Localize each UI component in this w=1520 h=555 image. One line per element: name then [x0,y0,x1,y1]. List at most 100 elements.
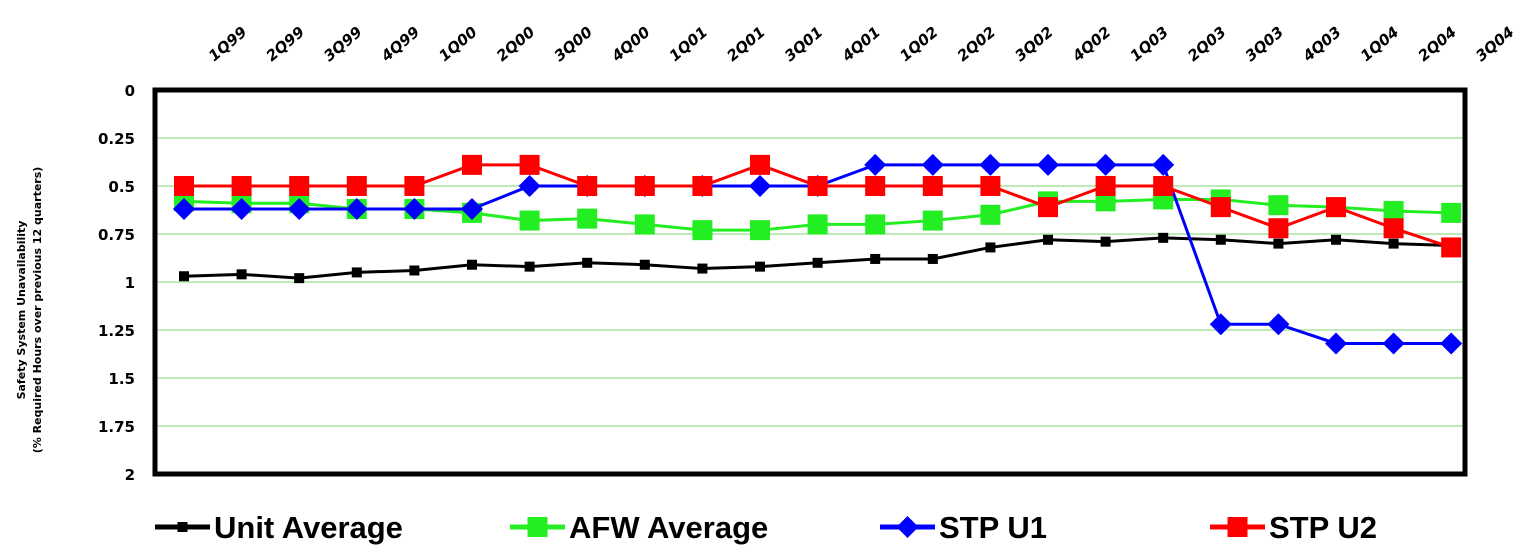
x-tick-label: 4Q02 [1068,23,1114,66]
x-tick-label: 3Q02 [1011,23,1056,65]
data-point [1268,195,1289,216]
data-point [179,271,189,282]
data-point [1210,197,1231,218]
data-point [582,257,593,268]
data-point [807,176,828,196]
data-point [1383,200,1404,221]
x-tick-label: 3Q00 [551,23,596,65]
series-unit-average [179,232,1457,284]
data-point [697,263,708,274]
data-point [345,198,368,221]
y-tick-label: 1 [125,274,135,292]
legend-item: Unit Average [155,510,403,545]
data-point [1273,238,1284,249]
x-tick-label: 1Q01 [666,23,711,65]
y-tick-label: 0.5 [108,178,135,196]
data-point [1153,176,1174,196]
legend-item: STP U1 [880,510,1047,545]
data-point [1094,153,1117,176]
data-point [749,175,771,197]
data-point [634,176,655,196]
x-tick-label: 1Q00 [435,23,480,65]
legend-item: AFW Average [510,510,768,545]
data-point [1388,238,1399,249]
data-point [980,204,1001,225]
data-point [351,267,362,278]
data-point [639,259,650,270]
data-point [807,214,828,235]
data-point [750,220,770,241]
y-axis-title-line2: (% Required Hours over previous 12 quart… [31,167,44,454]
data-point [1382,332,1405,355]
x-tick-label: 2Q03 [1184,23,1229,65]
data-point [980,176,1001,196]
data-point [230,198,253,221]
y-axis-tick-labels: 0 0.25 0.5 0.75 1 1.25 1.5 1.75 2 [98,82,135,484]
data-point [177,522,188,532]
data-point [692,220,713,241]
plot-area-frame [152,87,1468,477]
data-point [865,176,886,196]
data-point [1095,191,1116,212]
x-tick-label: 2Q01 [723,23,768,65]
data-point [1326,197,1346,218]
data-point [527,517,548,537]
x-tick-label: 3Q03 [1242,23,1287,65]
legend: Unit Average AFW Average STP U1 STP U2 [155,510,1377,545]
data-point [1268,218,1289,239]
data-point [1037,153,1059,176]
data-point [1152,153,1175,176]
data-point [922,210,943,231]
x-tick-label: 4Q01 [838,23,884,66]
data-point [896,516,919,538]
data-point [812,257,823,268]
data-point [864,153,887,176]
data-point [346,176,367,196]
series-afw-average [174,189,1462,241]
x-tick-label: 4Q03 [1299,23,1345,66]
y-tick-label: 0.75 [98,226,135,244]
data-point [462,154,482,175]
data-point [524,261,535,272]
x-tick-label: 3Q01 [781,23,826,65]
data-point [692,176,713,196]
legend-label: STP U2 [1269,510,1377,545]
data-point [236,269,247,280]
data-point [467,259,477,270]
data-point [174,176,194,196]
x-tick-label: 1Q03 [1127,23,1172,65]
y-tick-label: 1.25 [98,322,135,340]
data-point [231,176,252,196]
data-point [1325,332,1347,355]
data-point [461,198,483,221]
data-point [289,176,310,196]
x-tick-label: 1Q04 [1357,23,1402,65]
data-point [1038,197,1058,218]
data-series [173,153,1463,355]
data-point [1227,517,1248,537]
data-point [921,153,944,176]
x-axis-tick-labels: 1Q99 2Q99 3Q99 4Q99 1Q00 2Q00 3Q00 4Q00 1Q01 2Q01… [205,23,1518,66]
data-point [403,198,426,221]
y-axis-title: Safety System Unavailability (% Required… [15,167,44,454]
legend-label: AFW Average [569,510,768,545]
x-tick-label: 2Q00 [493,23,538,65]
data-point [409,265,420,276]
legend-label: STP U1 [939,510,1047,545]
legend-item: STP U2 [1210,510,1377,545]
data-point [750,154,770,175]
data-point [518,175,541,197]
data-point [1100,236,1111,247]
data-point [865,214,886,235]
x-tick-label: 2Q99 [263,23,308,65]
y-tick-label: 0 [125,82,135,100]
data-point [922,176,943,196]
data-point [404,176,425,196]
y-tick-label: 1.5 [108,370,135,388]
data-point [927,253,938,264]
data-point [755,261,765,272]
data-point [1441,202,1462,223]
data-point [1215,234,1226,245]
data-point [1158,232,1169,243]
